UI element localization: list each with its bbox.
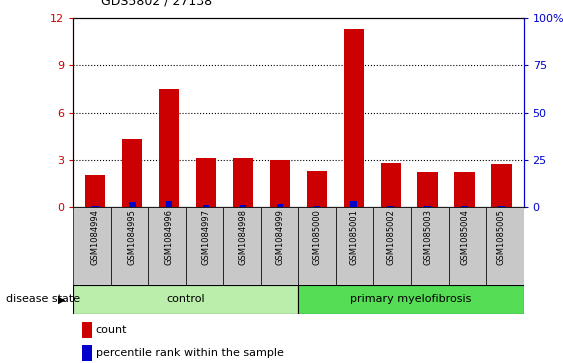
Text: GSM1084998: GSM1084998	[239, 209, 248, 265]
Bar	[461, 205, 468, 207]
Bar	[92, 206, 99, 207]
Bar	[261, 207, 298, 285]
Text: GSM1084996: GSM1084996	[164, 209, 173, 265]
Text: GSM1084997: GSM1084997	[202, 209, 211, 265]
Text: GSM1084999: GSM1084999	[275, 209, 284, 265]
Bar	[159, 89, 180, 207]
Bar	[387, 206, 394, 207]
Text: GSM1084995: GSM1084995	[128, 209, 137, 265]
Bar	[454, 172, 475, 207]
Bar	[449, 207, 486, 285]
Bar	[129, 202, 136, 207]
Bar	[203, 205, 209, 207]
Bar	[411, 207, 449, 285]
Bar	[417, 172, 438, 207]
Bar	[73, 285, 298, 314]
Bar	[381, 163, 401, 207]
Bar	[350, 201, 357, 207]
Text: GSM1085002: GSM1085002	[386, 209, 395, 265]
Bar	[373, 207, 411, 285]
Bar	[148, 207, 186, 285]
Bar	[298, 207, 336, 285]
Text: percentile rank within the sample: percentile rank within the sample	[96, 348, 284, 358]
Text: count: count	[96, 325, 127, 335]
Text: control: control	[167, 294, 205, 305]
Bar	[336, 207, 373, 285]
Bar	[314, 206, 320, 207]
Bar	[82, 322, 92, 338]
Text: disease state: disease state	[6, 294, 80, 305]
Bar	[73, 207, 111, 285]
Bar	[85, 175, 105, 207]
Bar	[298, 285, 524, 314]
Bar	[491, 164, 512, 207]
Text: GSM1085005: GSM1085005	[497, 209, 506, 265]
Bar	[233, 158, 253, 207]
Text: ▶: ▶	[58, 294, 66, 305]
Bar	[498, 205, 505, 207]
Bar	[276, 204, 283, 207]
Text: GSM1084994: GSM1084994	[91, 209, 100, 265]
Bar	[111, 207, 148, 285]
Text: GSM1085004: GSM1085004	[460, 209, 469, 265]
Bar	[122, 139, 142, 207]
Bar	[343, 29, 364, 207]
Bar	[82, 345, 92, 361]
Bar	[186, 207, 224, 285]
Bar	[240, 205, 247, 207]
Text: GDS5802 / 27138: GDS5802 / 27138	[101, 0, 212, 7]
Bar	[196, 158, 216, 207]
Bar	[166, 201, 172, 207]
Bar	[425, 206, 431, 207]
Text: GSM1085000: GSM1085000	[312, 209, 321, 265]
Text: GSM1085001: GSM1085001	[349, 209, 358, 265]
Bar	[224, 207, 261, 285]
Text: GSM1085003: GSM1085003	[423, 209, 432, 265]
Bar	[486, 207, 524, 285]
Bar	[307, 171, 327, 207]
Text: primary myelofibrosis: primary myelofibrosis	[350, 294, 472, 305]
Bar	[270, 160, 290, 207]
